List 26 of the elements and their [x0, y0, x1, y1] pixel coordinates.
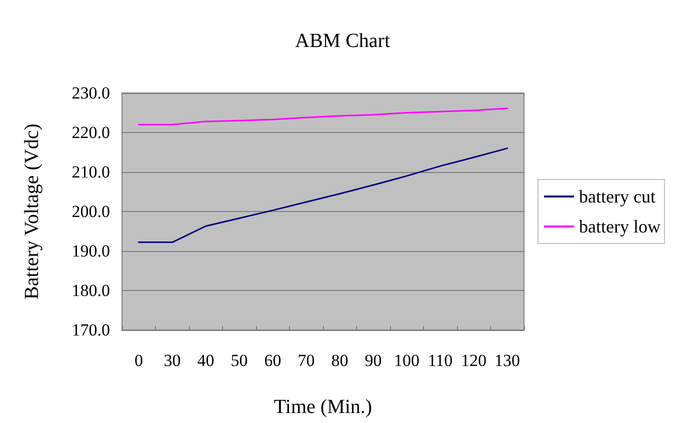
x-tick-label: 40	[197, 351, 214, 370]
x-tick-label: 120	[461, 351, 486, 370]
x-tick-label: 110	[428, 351, 453, 370]
y-tick-label: 180.0	[72, 281, 110, 300]
y-tick-label: 230.0	[72, 84, 110, 102]
x-tick-label: 60	[264, 351, 282, 370]
y-tick-label: 210.0	[72, 162, 110, 182]
legend-label: battery cut	[579, 186, 656, 206]
line-series	[138, 148, 508, 244]
x-tick-label: 100	[394, 351, 420, 370]
x-tick-label: 70	[298, 351, 315, 370]
x-tick-label: 90	[364, 351, 382, 370]
y-tick-label: 190.0	[72, 242, 110, 260]
y-tick-label: 220.0	[72, 123, 110, 142]
x-axis-title: Time (Min.)	[274, 396, 372, 418]
x-tick-label: 0	[134, 351, 143, 370]
y-tick-label: 170.0	[72, 320, 110, 340]
line-series	[138, 108, 508, 126]
x-tick-label: 30	[164, 351, 181, 370]
chart-title: ABM Chart	[295, 30, 390, 52]
x-tick-label: 50	[230, 351, 248, 370]
x-tick-label: 80	[331, 351, 348, 370]
y-tick-label: 200.0	[72, 202, 110, 221]
y-axis-title: Battery Voltage (Vdc)	[21, 124, 43, 300]
legend-label: battery low	[579, 216, 660, 236]
x-tick-label: 130	[494, 351, 520, 370]
